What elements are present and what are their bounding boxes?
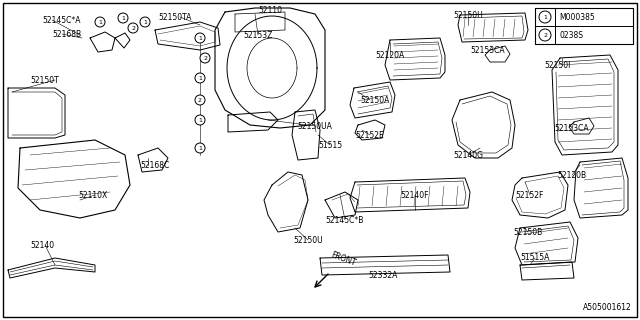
Text: 2: 2 [543, 33, 547, 37]
Text: 1: 1 [198, 117, 202, 123]
Text: 2: 2 [198, 98, 202, 102]
Text: 52152F: 52152F [516, 190, 544, 199]
Text: 52110: 52110 [258, 5, 282, 14]
Text: 52153CA: 52153CA [555, 124, 589, 132]
Circle shape [195, 95, 205, 105]
Text: 52153CA: 52153CA [470, 45, 506, 54]
Circle shape [128, 23, 138, 33]
Text: 52145C*A: 52145C*A [42, 15, 81, 25]
Text: 52120A: 52120A [376, 51, 404, 60]
Text: 2: 2 [131, 26, 135, 30]
Text: 52150TA: 52150TA [158, 12, 192, 21]
Circle shape [140, 17, 150, 27]
Text: 52145C*B: 52145C*B [326, 215, 364, 225]
Text: 2: 2 [203, 55, 207, 60]
Text: M000385: M000385 [559, 12, 595, 21]
Circle shape [195, 143, 205, 153]
Text: 1: 1 [198, 146, 202, 150]
Circle shape [200, 53, 210, 63]
Text: 52150T: 52150T [30, 76, 59, 84]
Text: 1: 1 [98, 20, 102, 25]
Text: 52140G: 52140G [453, 150, 483, 159]
Circle shape [539, 29, 551, 41]
Text: 52120B: 52120B [557, 171, 587, 180]
Text: A505001612: A505001612 [583, 303, 632, 312]
Text: 52150I: 52150I [545, 60, 571, 69]
Text: 51515: 51515 [318, 140, 342, 149]
Text: 52150UA: 52150UA [298, 122, 332, 131]
Text: 1: 1 [121, 15, 125, 20]
Text: 52140: 52140 [30, 241, 54, 250]
Text: 1: 1 [543, 14, 547, 20]
Text: FRONT: FRONT [330, 251, 358, 268]
Text: 1: 1 [198, 76, 202, 81]
Text: 52150H: 52150H [453, 11, 483, 20]
Circle shape [95, 17, 105, 27]
Text: 52150A: 52150A [360, 95, 390, 105]
Text: 1: 1 [143, 20, 147, 25]
Text: 52168C: 52168C [140, 161, 169, 170]
Circle shape [118, 13, 128, 23]
Text: 52150U: 52150U [293, 236, 323, 244]
Text: 52153Z: 52153Z [243, 30, 273, 39]
Text: 52110X: 52110X [78, 190, 108, 199]
Text: 51515A: 51515A [520, 253, 550, 262]
Text: 52152E: 52152E [356, 131, 385, 140]
Text: 52168B: 52168B [52, 29, 81, 38]
Text: 0238S: 0238S [559, 30, 583, 39]
Text: 52150B: 52150B [513, 228, 543, 236]
Circle shape [195, 115, 205, 125]
Text: 52140F: 52140F [401, 190, 429, 199]
Circle shape [195, 73, 205, 83]
Circle shape [539, 11, 551, 23]
Text: 52332A: 52332A [368, 270, 397, 279]
Circle shape [195, 33, 205, 43]
Text: 1: 1 [198, 36, 202, 41]
